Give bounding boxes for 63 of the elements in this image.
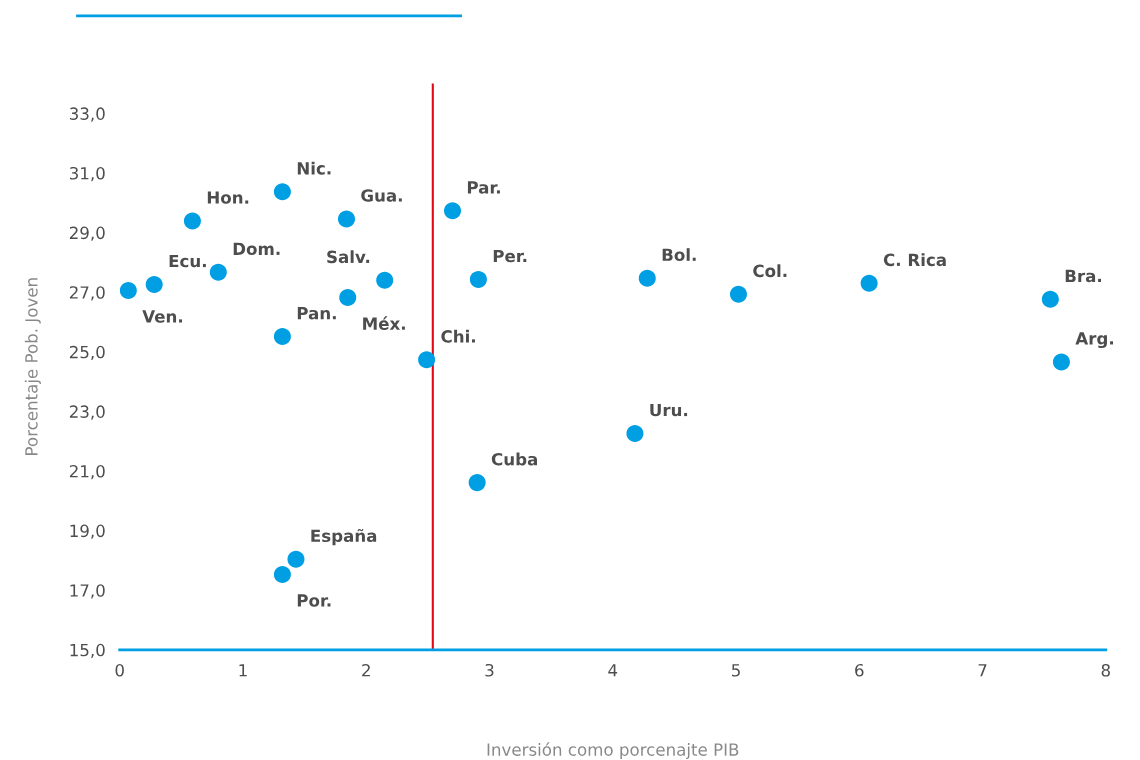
y-tick-label: 27,0 <box>69 286 105 301</box>
annotation: Bra. <box>1065 269 1102 283</box>
point <box>273 328 291 346</box>
point <box>287 550 305 568</box>
x-axis-title: Inversión como porcenajte PIB <box>487 742 739 760</box>
annotation: Salv. <box>327 250 370 264</box>
annotation: Por. <box>297 594 331 607</box>
x-tick-label: 0 <box>115 663 124 677</box>
y-tick-label: 19,0 <box>70 524 105 539</box>
point <box>1052 353 1070 371</box>
x-tick-label: 8 <box>1101 663 1110 677</box>
y-tick-label: 29,0 <box>69 226 105 241</box>
point <box>183 212 201 230</box>
y-tick-label: 33,0 <box>69 107 105 122</box>
annotation: Gua. <box>361 189 402 202</box>
x-tick-label: 2 <box>362 663 370 677</box>
point <box>418 351 436 369</box>
point <box>273 565 291 583</box>
annotation: España <box>311 528 377 546</box>
point <box>638 269 656 287</box>
annotation: Dom. <box>233 242 280 256</box>
annotation: Ecu. <box>169 254 206 268</box>
point <box>729 285 747 303</box>
point <box>145 275 163 293</box>
point <box>119 281 137 299</box>
annotation: Bol. <box>662 248 696 262</box>
point <box>339 289 357 307</box>
x-tick-label: 5 <box>732 664 740 677</box>
y-tick-label: 23,0 <box>69 405 105 420</box>
y-tick-label: 21,0 <box>69 464 105 480</box>
annotation: Chi. <box>441 329 475 343</box>
y-tick-label: 15,0 <box>70 643 105 659</box>
y-axis-title: Porcentaje Pob. Joven <box>24 278 41 455</box>
point <box>209 263 227 281</box>
point <box>860 274 878 292</box>
annotation: Nic. <box>297 161 331 175</box>
x-tick-label: 7 <box>978 664 987 677</box>
y-tick-label: 31,0 <box>69 166 105 182</box>
annotation: Méx. <box>363 316 405 330</box>
y-tick-label: 17,0 <box>70 584 105 599</box>
point <box>444 202 462 220</box>
x-tick-label: 1 <box>239 664 247 677</box>
annotation: Col. <box>753 264 787 278</box>
annotation: Ven. <box>142 310 182 323</box>
point <box>376 271 394 289</box>
annotation: Uru. <box>650 403 688 417</box>
annotation: Pan. <box>297 307 336 320</box>
annotation: Cuba <box>491 452 538 466</box>
x-tick-label: 6 <box>855 663 864 677</box>
point <box>338 210 356 228</box>
x-tick-label: 4 <box>608 664 618 677</box>
y-tick-label: 25,0 <box>69 345 105 361</box>
annotation: Arg. <box>1075 332 1113 349</box>
annotation: Per. <box>493 249 527 263</box>
point <box>1041 290 1059 308</box>
point <box>469 270 487 288</box>
annotation: C. Rica <box>883 253 946 267</box>
point <box>468 474 486 492</box>
annotation: Par. <box>467 181 500 194</box>
annotation: Hon. <box>207 191 249 204</box>
point <box>626 424 644 442</box>
point <box>273 183 291 201</box>
x-tick-label: 3 <box>485 663 494 677</box>
